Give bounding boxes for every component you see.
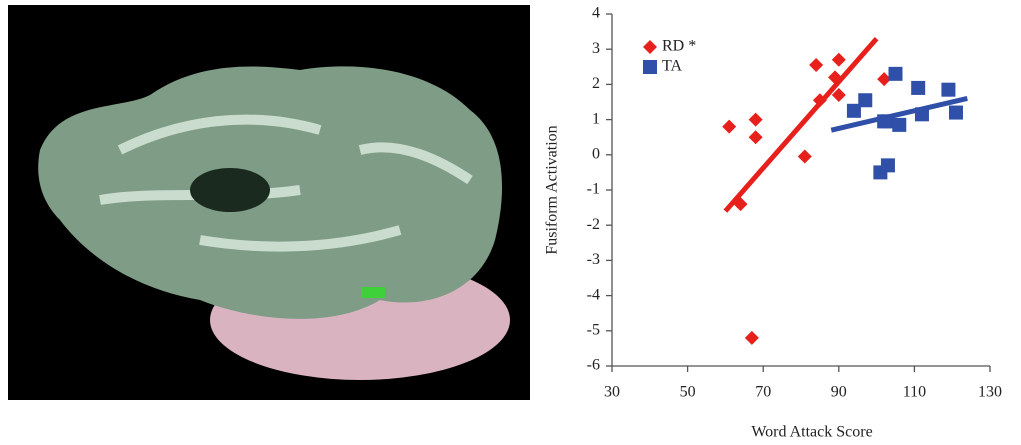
legend-label: TA xyxy=(662,58,682,75)
y-tick-label: 1 xyxy=(592,110,600,127)
y-tick-label: 2 xyxy=(592,75,600,92)
point xyxy=(812,93,827,108)
x-tick-label: 70 xyxy=(755,384,771,401)
point xyxy=(748,112,763,127)
y-tick-label: -3 xyxy=(587,251,600,268)
trend-line xyxy=(830,96,968,133)
x-axis-title: Word Attack Score xyxy=(751,424,872,441)
point xyxy=(941,82,956,97)
trend-line xyxy=(723,36,879,213)
point xyxy=(877,114,892,129)
point xyxy=(809,58,824,73)
point xyxy=(914,107,929,122)
point xyxy=(831,52,846,67)
point xyxy=(733,197,748,212)
y-tick-label: -2 xyxy=(587,216,600,233)
point xyxy=(858,93,873,108)
x-tick-label: 50 xyxy=(680,384,696,401)
y-tick-label: 3 xyxy=(592,40,600,57)
y-tick-label: -4 xyxy=(587,286,600,303)
x-tick-label: 130 xyxy=(978,384,1002,401)
point xyxy=(846,103,861,118)
point xyxy=(831,87,846,102)
y-tick-label: 4 xyxy=(592,5,600,22)
point xyxy=(911,80,926,95)
activation-spot xyxy=(361,287,385,298)
legend-label: RD * xyxy=(662,38,696,55)
y-axis-title: Fusiform Activation xyxy=(544,125,561,254)
point xyxy=(892,117,907,132)
y-tick-label: -6 xyxy=(587,357,600,374)
x-tick-label: 110 xyxy=(903,384,926,401)
x-tick-label: 90 xyxy=(831,384,847,401)
ventricle xyxy=(190,168,270,212)
point xyxy=(888,66,903,81)
x-tick-label: 30 xyxy=(604,384,620,401)
point xyxy=(948,105,963,120)
legend-marker xyxy=(643,40,657,54)
point xyxy=(880,158,895,173)
y-tick-label: 0 xyxy=(592,145,600,162)
y-tick-label: -1 xyxy=(587,181,600,198)
brain-image xyxy=(8,5,530,400)
y-tick-label: -5 xyxy=(587,321,600,338)
point xyxy=(744,330,759,345)
point xyxy=(722,119,737,134)
point xyxy=(797,149,812,164)
legend-marker xyxy=(643,60,657,74)
point xyxy=(748,130,763,145)
point xyxy=(828,70,843,85)
point xyxy=(877,72,892,87)
